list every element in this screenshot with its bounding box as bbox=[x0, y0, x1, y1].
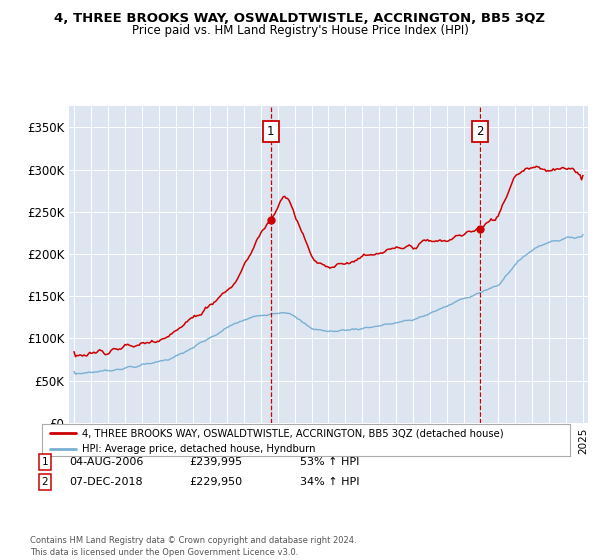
Text: Contains HM Land Registry data © Crown copyright and database right 2024.
This d: Contains HM Land Registry data © Crown c… bbox=[30, 536, 356, 557]
Text: 1: 1 bbox=[267, 125, 274, 138]
Text: 2: 2 bbox=[41, 477, 49, 487]
Text: £239,995: £239,995 bbox=[189, 457, 242, 467]
Text: 53% ↑ HPI: 53% ↑ HPI bbox=[300, 457, 359, 467]
Text: 07-DEC-2018: 07-DEC-2018 bbox=[69, 477, 143, 487]
Text: 34% ↑ HPI: 34% ↑ HPI bbox=[300, 477, 359, 487]
Text: 4, THREE BROOKS WAY, OSWALDTWISTLE, ACCRINGTON, BB5 3QZ (detached house): 4, THREE BROOKS WAY, OSWALDTWISTLE, ACCR… bbox=[82, 428, 503, 438]
Text: £229,950: £229,950 bbox=[189, 477, 242, 487]
Text: 4, THREE BROOKS WAY, OSWALDTWISTLE, ACCRINGTON, BB5 3QZ: 4, THREE BROOKS WAY, OSWALDTWISTLE, ACCR… bbox=[55, 12, 545, 25]
Text: HPI: Average price, detached house, Hyndburn: HPI: Average price, detached house, Hynd… bbox=[82, 444, 315, 454]
Text: 2: 2 bbox=[476, 125, 484, 138]
Text: 04-AUG-2006: 04-AUG-2006 bbox=[69, 457, 143, 467]
Text: 1: 1 bbox=[41, 457, 49, 467]
Text: Price paid vs. HM Land Registry's House Price Index (HPI): Price paid vs. HM Land Registry's House … bbox=[131, 24, 469, 37]
